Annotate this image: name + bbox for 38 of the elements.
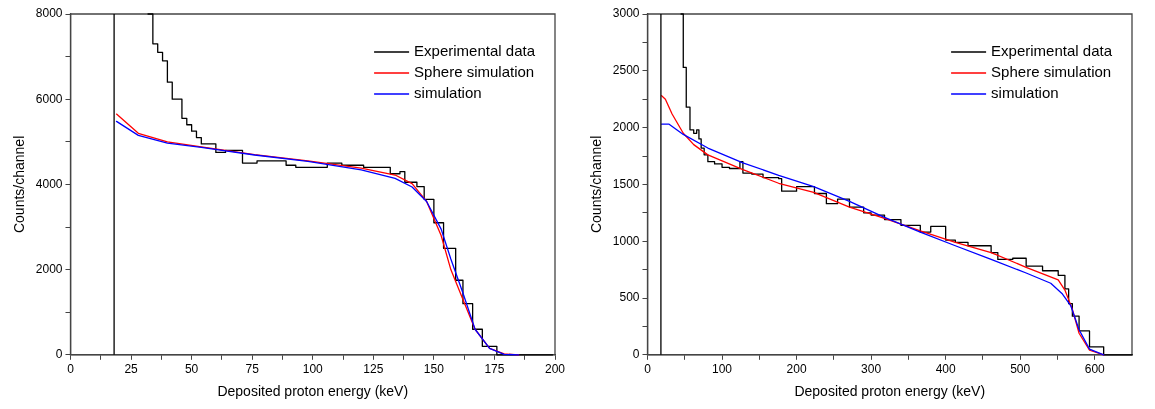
x-tick-label: 50 <box>184 362 199 377</box>
x-tick-label: 100 <box>712 362 733 377</box>
y-tick-label: 1500 <box>612 176 640 191</box>
legend-label: Sphere simulation <box>414 63 535 81</box>
x-tick-label: 150 <box>423 362 445 377</box>
x-tick-label: 100 <box>302 362 324 377</box>
x-tick-label: 75 <box>245 362 260 377</box>
y-tick-label: 8000 <box>35 6 63 21</box>
y-axis-title: Counts/channel <box>11 135 28 234</box>
x-tick-label: 600 <box>1084 362 1106 377</box>
x-tick-label: 175 <box>484 362 505 377</box>
x-tick-label: 0 <box>67 362 75 377</box>
y-tick-label: 2000 <box>612 119 640 134</box>
x-tick-label: 400 <box>935 362 956 377</box>
y-tick-label: 0 <box>632 347 640 362</box>
x-tick-label: 125 <box>363 362 384 377</box>
x-tick-label: 200 <box>786 362 807 377</box>
x-tick-label: 500 <box>1010 362 1031 377</box>
y-tick-label: 4000 <box>35 176 63 191</box>
y-axis-title: Counts/channel <box>588 135 605 234</box>
legend-label: simulation <box>991 84 1059 102</box>
y-tick-label: 0 <box>55 347 63 362</box>
x-tick-label: 300 <box>861 362 882 377</box>
y-tick-label: 1000 <box>612 233 640 248</box>
legend-label: Experimental data <box>414 42 536 60</box>
legend-label: Sphere simulation <box>991 63 1112 81</box>
legend-label: Experimental data <box>991 42 1113 60</box>
x-axis-title: Deposited proton energy (keV) <box>217 383 409 400</box>
x-axis-title: Deposited proton energy (keV) <box>794 383 986 400</box>
x-tick-label: 25 <box>124 362 139 377</box>
y-tick-label: 500 <box>619 290 640 305</box>
x-tick-label: 0 <box>644 362 652 377</box>
y-tick-label: 2000 <box>35 261 63 276</box>
y-tick-label: 6000 <box>35 91 63 106</box>
y-tick-label: 2500 <box>612 63 640 78</box>
y-tick-label: 3000 <box>612 6 640 21</box>
legend-label: simulation <box>414 84 482 102</box>
x-tick-label: 200 <box>544 362 566 377</box>
